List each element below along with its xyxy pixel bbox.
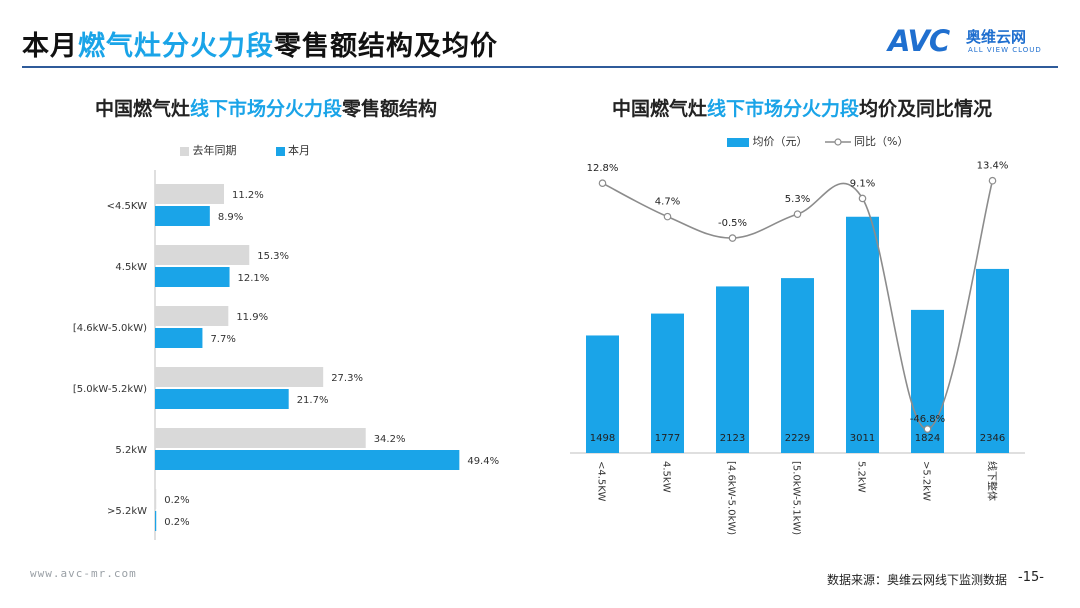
page-number: -15- [1018,570,1044,585]
left-category-label: 4.5kW [115,262,147,273]
bar-current [155,511,157,531]
title-divider [22,66,1058,68]
bar-last-year [155,184,224,204]
legend-swatch-yoy [824,138,851,146]
bar-avg-price [586,335,619,453]
bar-current [155,389,289,409]
yoy-point [728,234,737,242]
avc-logo: AVC 奥维云网 ALL VIEW CLOUD [888,24,1058,58]
yoy-point [598,179,607,188]
legend-label-yoy: 同比（%） [854,135,909,148]
label-yoy: -0.5% [718,218,747,229]
left-legend: 去年同期 本月 [180,142,310,158]
title-prefix: 本月 [22,31,78,62]
left-category-label: <4.5KW [107,201,147,212]
left-category-label: [5.0kW-5.2kW) [73,384,147,395]
yoy-point [923,425,932,433]
label-avg-price: 1777 [655,433,680,444]
legend-swatch-current [275,146,285,156]
bar-avg-price [651,313,684,453]
bar-avg-price [976,268,1009,453]
right-title-suffix: 均价及同比情况 [859,98,993,120]
label-last-year: 15.3% [257,251,289,262]
left-category-label: 5.2kW [115,445,147,456]
bar-last-year [155,306,229,326]
left-category-label: [4.6kW-5.0kW) [73,323,147,334]
label-avg-price: 2229 [785,433,810,444]
yoy-point [793,210,802,218]
label-avg-price: 2346 [980,433,1005,444]
legend-swatch-last-year [180,146,189,156]
legend-label-price: 均价（元） [752,135,808,148]
right-category-label: >5.2kW [921,461,932,501]
legend-label-current: 本月 [288,144,310,157]
right-category-label: [5.0kW-5.1kW) [791,461,802,535]
legend-label-last-year: 去年同期 [192,144,237,157]
label-current: 49.4% [467,456,499,467]
right-title-highlight: 线下市场分火力段 [707,98,860,120]
label-last-year: 34.2% [374,434,406,445]
right-title-prefix: 中国燃气灶 [612,98,708,120]
legend-swatch-price [727,137,749,147]
right-category-label: [4.6kW-5.0kW) [726,461,737,535]
label-last-year: 11.9% [236,312,268,323]
bar-current [155,267,230,287]
bar-last-year [155,428,366,448]
bar-last-year [155,367,324,387]
label-last-year: 27.3% [331,373,363,384]
label-avg-price: 2123 [720,433,745,444]
logo-english-name: ALL VIEW CLOUD [968,46,1042,54]
label-current: 21.7% [297,395,329,406]
left-chart-title: 中国燃气灶线下市场分火力段零售额结构 [95,94,437,121]
bar-current [155,328,203,348]
title-highlight: 燃气灶分火力段 [78,31,274,62]
bar-current [155,450,460,470]
label-yoy: 12.8% [587,163,619,174]
right-category-label: <4.5KW [596,461,607,501]
right-category-label: 4.5kW [661,461,672,493]
right-chart-title: 中国燃气灶线下市场分火力段均价及同比情况 [612,94,992,121]
left-title-suffix: 零售额结构 [342,98,438,120]
label-current: 8.9% [218,212,243,223]
page-title: 本月燃气灶分火力段零售额结构及均价 [22,24,498,63]
yoy-point [663,212,672,221]
right-category-label: 5.2kW [856,461,867,493]
left-bar-chart: <4.5KW 11.2% 8.9% 4.5kW 15.3% 12.1% [4.6kW-5.0… [73,170,499,540]
label-current: 0.2% [164,517,189,528]
right-category-label: 线下整体 [986,461,999,501]
right-legend: 均价（元） 同比（%） [727,133,908,149]
label-avg-price: 3011 [850,433,875,444]
label-last-year: 11.2% [232,190,264,201]
label-avg-price: 1498 [590,433,615,444]
left-title-highlight: 线下市场分火力段 [190,98,343,120]
logo-chinese-name: 奥维云网 [966,28,1027,46]
bar-last-year [155,489,157,509]
label-yoy: 4.7% [655,197,680,208]
yoy-point [988,176,997,185]
label-current: 7.7% [210,334,235,345]
bar-last-year [155,245,250,265]
title-suffix: 零售额结构及均价 [274,31,498,62]
label-yoy: 5.3% [785,194,810,205]
bar-current [155,206,210,226]
bar-avg-price [781,278,814,453]
bar-avg-price [716,286,749,453]
left-category-label: >5.2kW [107,506,147,517]
label-current: 12.1% [238,273,270,284]
bar-avg-price [846,216,879,453]
footer-source: 数据来源：奥维云网线下监测数据 [827,573,1008,587]
yoy-line [602,180,994,430]
label-avg-price: 1824 [915,433,940,444]
label-yoy: 13.4% [977,161,1009,172]
logo-mark: AVC [888,24,950,58]
right-combo-chart: 1498 <4.5KW 1777 4.5kW 2123 [4.6kW-5.0kW) 2229… [570,161,1025,535]
label-yoy: -46.8% [910,414,945,425]
label-last-year: 0.2% [164,495,189,506]
yoy-point [858,194,867,203]
left-title-prefix: 中国燃气灶 [95,98,191,120]
footer-url: www.avc-mr.com [30,567,137,580]
label-yoy: 9.1% [850,178,875,189]
